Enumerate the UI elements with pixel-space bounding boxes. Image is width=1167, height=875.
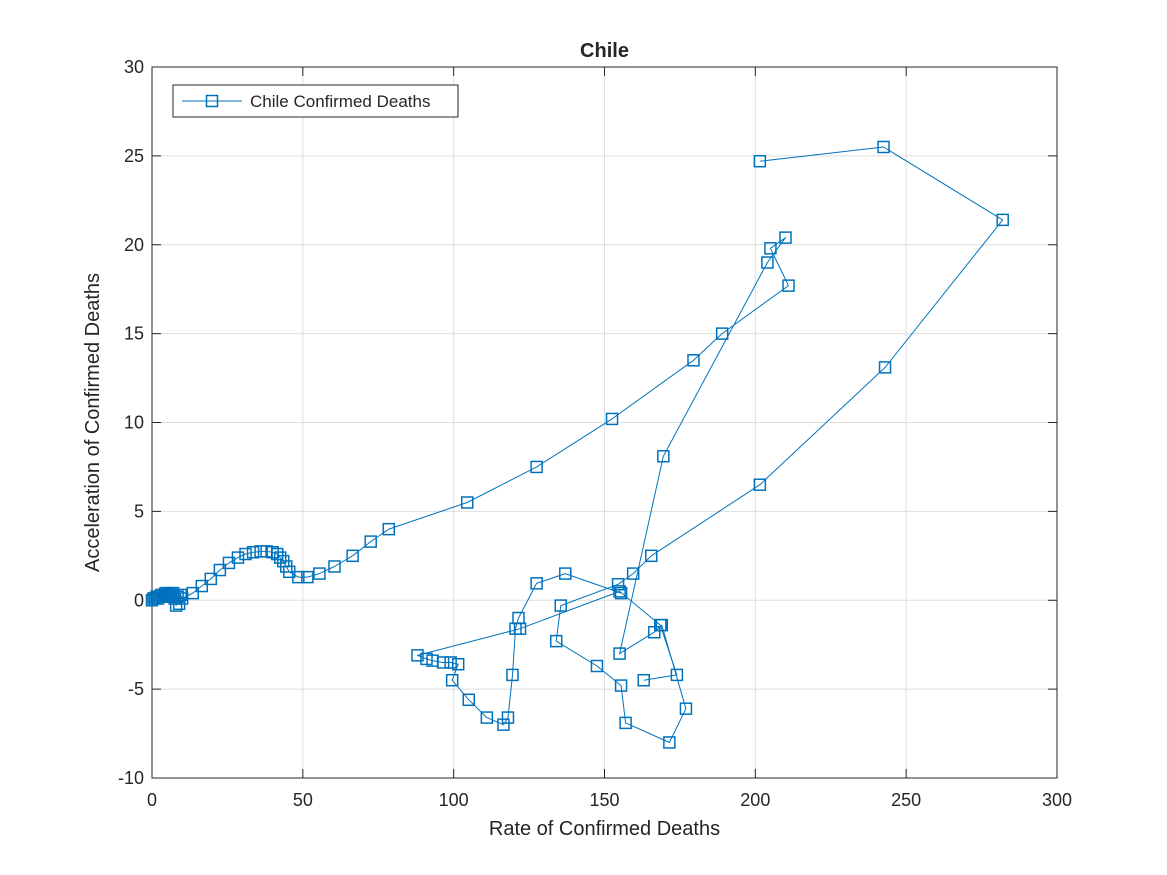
data-point-marker [613, 585, 626, 598]
data-point-marker [753, 478, 767, 491]
y-tick-label: 20 [124, 235, 144, 255]
data-point-marker [530, 460, 543, 474]
data-point-marker [186, 586, 199, 600]
data-point-marker [605, 412, 619, 426]
data-point-marker [195, 579, 209, 593]
x-tick-label: 0 [147, 790, 157, 810]
x-tick-label: 50 [293, 790, 313, 810]
data-point-marker [614, 586, 628, 600]
plot-area: 0 50 100 150 200 250 300 -10 -5 0 5 10 15 20 25 30 [118, 57, 1072, 810]
data-point-marker [761, 256, 774, 269]
x-tick-label: 150 [589, 790, 619, 810]
data-point-marker [462, 693, 475, 707]
data-point-marker [590, 659, 604, 673]
data-point-marker [328, 560, 341, 573]
y-tick-label: -10 [118, 768, 144, 788]
chart-title: Chile [580, 40, 629, 62]
data-point-marker [204, 572, 218, 586]
data-point-marker [292, 570, 305, 584]
data-point-marker [753, 154, 767, 168]
x-tick-label: 100 [439, 790, 469, 810]
data-point-marker [460, 496, 474, 509]
data-point-marker [246, 546, 260, 559]
data-point-marker [878, 361, 892, 374]
data-point-marker [313, 567, 326, 580]
data-point-marker [480, 711, 494, 724]
data-point-marker [506, 668, 519, 682]
y-tick-label: 30 [124, 57, 144, 77]
legend-label: Chile Confirmed Deaths [250, 92, 430, 111]
data-point-marker [174, 588, 187, 602]
data-point-marker [764, 242, 777, 255]
data-point-marker [382, 522, 396, 536]
data-point-marker [559, 567, 572, 580]
x-tick-label: 300 [1042, 790, 1072, 810]
x-axis-ticks: 0 50 100 150 200 250 300 [147, 67, 1072, 810]
data-point-marker [715, 327, 729, 340]
y-tick-label: 15 [124, 324, 144, 344]
data-point-marker [614, 679, 628, 692]
data-point-marker [619, 716, 632, 730]
data-point-marker [497, 718, 510, 731]
data-point-marker [779, 231, 792, 244]
data-point-marker [231, 551, 245, 564]
data-point-marker [171, 590, 184, 603]
data-point-marker [663, 736, 676, 749]
data-point-marker [530, 577, 543, 590]
data-point-marker [420, 652, 433, 666]
data-point-marker [364, 535, 377, 548]
data-point-marker [611, 578, 625, 591]
data-point-marker [687, 354, 700, 367]
data-point-marker [637, 673, 650, 687]
data-point-marker [213, 563, 227, 577]
data-point-marker [679, 702, 693, 715]
series-0 [145, 140, 1009, 749]
y-tick-label: 0 [134, 590, 144, 610]
series-group [145, 140, 1009, 749]
data-point-marker [996, 213, 1009, 227]
x-tick-label: 250 [891, 790, 921, 810]
y-axis-label: Acceleration of Confirmed Deaths [82, 273, 104, 572]
data-point-marker [411, 649, 424, 662]
data-point-marker [346, 549, 359, 563]
legend-marker-square [205, 94, 219, 108]
data-point-marker [444, 656, 457, 669]
data-point-marker [613, 647, 626, 660]
y-tick-label: -5 [128, 679, 144, 699]
data-point-marker [301, 570, 314, 584]
x-tick-label: 200 [740, 790, 770, 810]
data-point-marker [626, 567, 640, 580]
y-axis-ticks: -10 -5 0 5 10 15 20 25 30 [118, 57, 1057, 788]
y-tick-label: 25 [124, 146, 144, 166]
y-tick-label: 5 [134, 501, 144, 521]
data-point-marker [645, 549, 658, 563]
data-point-marker [670, 668, 684, 682]
data-point-marker [877, 140, 890, 154]
y-tick-label: 10 [124, 413, 144, 433]
data-point-marker [654, 618, 667, 632]
data-point-marker [657, 450, 670, 463]
data-point-marker [554, 599, 568, 612]
x-axis-label: Rate of Confirmed Deaths [489, 818, 720, 840]
data-point-marker [501, 711, 515, 724]
data-point-marker [451, 657, 465, 671]
series-1 [411, 567, 684, 731]
data-point-marker [445, 673, 459, 687]
data-point-marker [239, 547, 252, 561]
legend: Chile Confirmed Deaths [172, 84, 459, 118]
data-point-marker [513, 622, 527, 635]
data-point-marker [549, 634, 563, 648]
data-point-marker [782, 279, 795, 292]
